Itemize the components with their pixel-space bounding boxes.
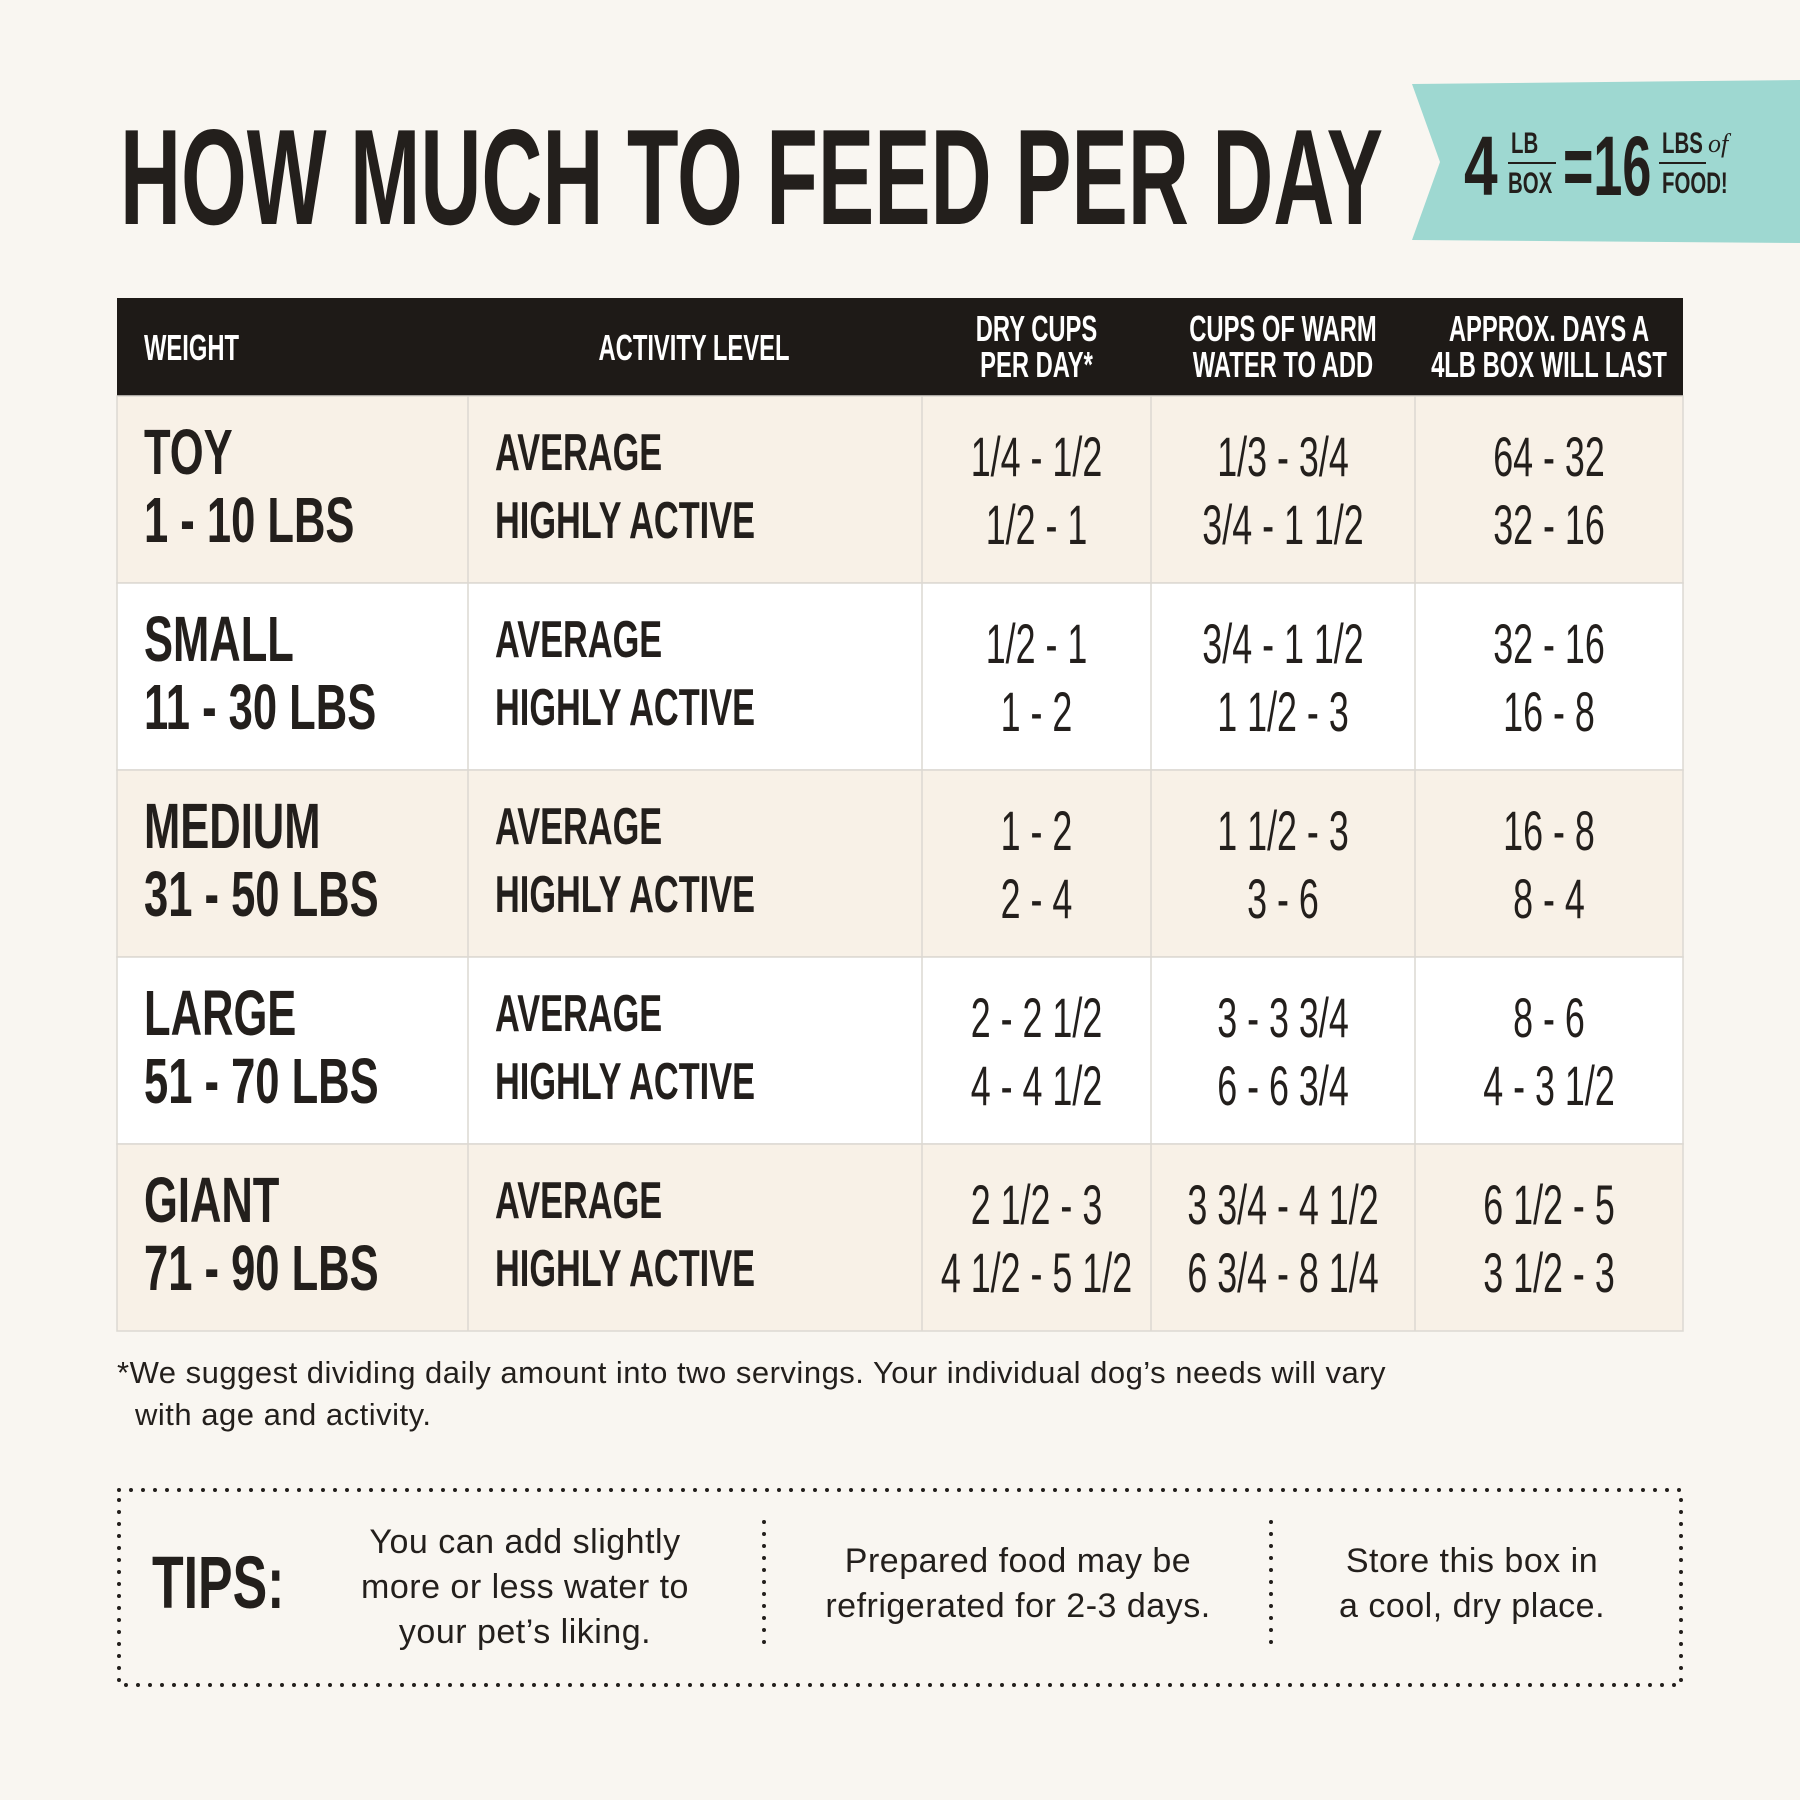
tips-label: TIPS: xyxy=(152,1541,284,1624)
amount: 8 - 4 xyxy=(1513,867,1585,930)
activity-level: HIGHLY ACTIVE xyxy=(495,1053,755,1111)
activity-level: AVERAGE xyxy=(495,798,662,856)
column-header: CUPS OF WARM xyxy=(1189,308,1376,349)
amount: 1 - 2 xyxy=(1001,680,1073,743)
activity-level: HIGHLY ACTIVE xyxy=(495,679,755,737)
weight-range: 11 - 30 LBS xyxy=(144,671,376,743)
amount: 3 3/4 - 4 1/2 xyxy=(1187,1173,1378,1236)
badge-number: 4 xyxy=(1464,119,1498,213)
amount: 2 1/2 - 3 xyxy=(971,1173,1103,1236)
amount: 3 - 6 xyxy=(1247,867,1319,930)
amount: 4 - 4 1/2 xyxy=(971,1054,1103,1117)
tip-text: Store this box in xyxy=(1346,1542,1598,1580)
weight-range: 31 - 50 LBS xyxy=(144,858,379,930)
amount: 1 1/2 - 3 xyxy=(1217,799,1349,862)
table-row xyxy=(116,769,1684,958)
tip-text: refrigerated for 2-3 days. xyxy=(825,1587,1210,1625)
amount: 4 1/2 - 5 1/2 xyxy=(941,1241,1132,1304)
amount: 32 - 16 xyxy=(1493,493,1605,556)
activity-level: HIGHLY ACTIVE xyxy=(495,492,755,550)
activity-level: AVERAGE xyxy=(495,985,662,1043)
tips-border xyxy=(117,1488,1683,1687)
column-header: PER DAY* xyxy=(980,344,1093,385)
amount: 1/4 - 1/2 xyxy=(971,425,1103,488)
amount: 3 1/2 - 3 xyxy=(1483,1241,1615,1304)
table-row xyxy=(116,395,1684,584)
activity-level: AVERAGE xyxy=(495,424,662,482)
tip-text: a cool, dry place. xyxy=(1339,1587,1605,1625)
weight-range: 1 - 10 LBS xyxy=(144,484,354,556)
column-header: WATER TO ADD xyxy=(1193,344,1373,385)
table-row xyxy=(116,1143,1684,1332)
activity-level: AVERAGE xyxy=(495,611,662,669)
column-header: 4LB BOX WILL LAST xyxy=(1431,344,1667,385)
footnote: with age and activity. xyxy=(134,1397,431,1432)
amount: 6 - 6 3/4 xyxy=(1217,1054,1349,1117)
badge-unit: BOX xyxy=(1508,167,1552,200)
amount: 64 - 32 xyxy=(1493,425,1605,488)
table-row xyxy=(116,956,1684,1145)
tip-text: You can add slightly xyxy=(369,1523,680,1561)
column-header: DRY CUPS xyxy=(976,308,1097,349)
tip-text: more or less water to xyxy=(361,1568,689,1606)
amount: 1/2 - 1 xyxy=(986,493,1088,556)
column-header: ACTIVITY LEVEL xyxy=(599,327,790,368)
badge-unit: FOOD! xyxy=(1662,167,1728,200)
weight-class: LARGE xyxy=(144,977,296,1049)
amount: 3/4 - 1 1/2 xyxy=(1202,493,1363,556)
weight-class: MEDIUM xyxy=(144,790,320,862)
amount: 1/2 - 1 xyxy=(986,612,1088,675)
amount: 3/4 - 1 1/2 xyxy=(1202,612,1363,675)
amount: 6 1/2 - 5 xyxy=(1483,1173,1615,1236)
table-header xyxy=(117,298,1683,396)
activity-level: AVERAGE xyxy=(495,1172,662,1230)
badge-unit: LBS xyxy=(1662,127,1703,160)
amount: 2 - 4 xyxy=(1001,867,1073,930)
weight-range: 51 - 70 LBS xyxy=(144,1045,379,1117)
badge-unit: LB xyxy=(1511,127,1538,160)
title: HOW MUCH TO FEED PER DAY xyxy=(120,101,1383,253)
amount: 16 - 8 xyxy=(1503,799,1595,862)
amount: 1 - 2 xyxy=(1001,799,1073,862)
weight-class: TOY xyxy=(144,416,233,488)
amount: 2 - 2 1/2 xyxy=(971,986,1103,1049)
activity-level: HIGHLY ACTIVE xyxy=(495,1240,755,1298)
badge-ribbon xyxy=(1412,80,1800,243)
tip-text: your pet’s liking. xyxy=(399,1613,651,1651)
badge-of: of xyxy=(1708,129,1732,158)
amount: 3 - 3 3/4 xyxy=(1217,986,1349,1049)
footnote: *We suggest dividing daily amount into t… xyxy=(117,1355,1386,1390)
amount: 16 - 8 xyxy=(1503,680,1595,743)
table-row xyxy=(116,582,1684,771)
amount: 6 3/4 - 8 1/4 xyxy=(1187,1241,1378,1304)
activity-level: HIGHLY ACTIVE xyxy=(495,866,755,924)
weight-range: 71 - 90 LBS xyxy=(144,1232,379,1304)
amount: 1/3 - 3/4 xyxy=(1217,425,1349,488)
badge-number: =16 xyxy=(1563,119,1651,213)
tip-text: Prepared food may be xyxy=(845,1542,1191,1580)
column-header: WEIGHT xyxy=(144,327,239,368)
column-header: APPROX. DAYS A xyxy=(1449,308,1649,349)
amount: 32 - 16 xyxy=(1493,612,1605,675)
weight-class: GIANT xyxy=(144,1164,279,1236)
amount: 4 - 3 1/2 xyxy=(1483,1054,1615,1117)
amount: 1 1/2 - 3 xyxy=(1217,680,1349,743)
amount: 8 - 6 xyxy=(1513,986,1585,1049)
weight-class: SMALL xyxy=(144,603,294,675)
